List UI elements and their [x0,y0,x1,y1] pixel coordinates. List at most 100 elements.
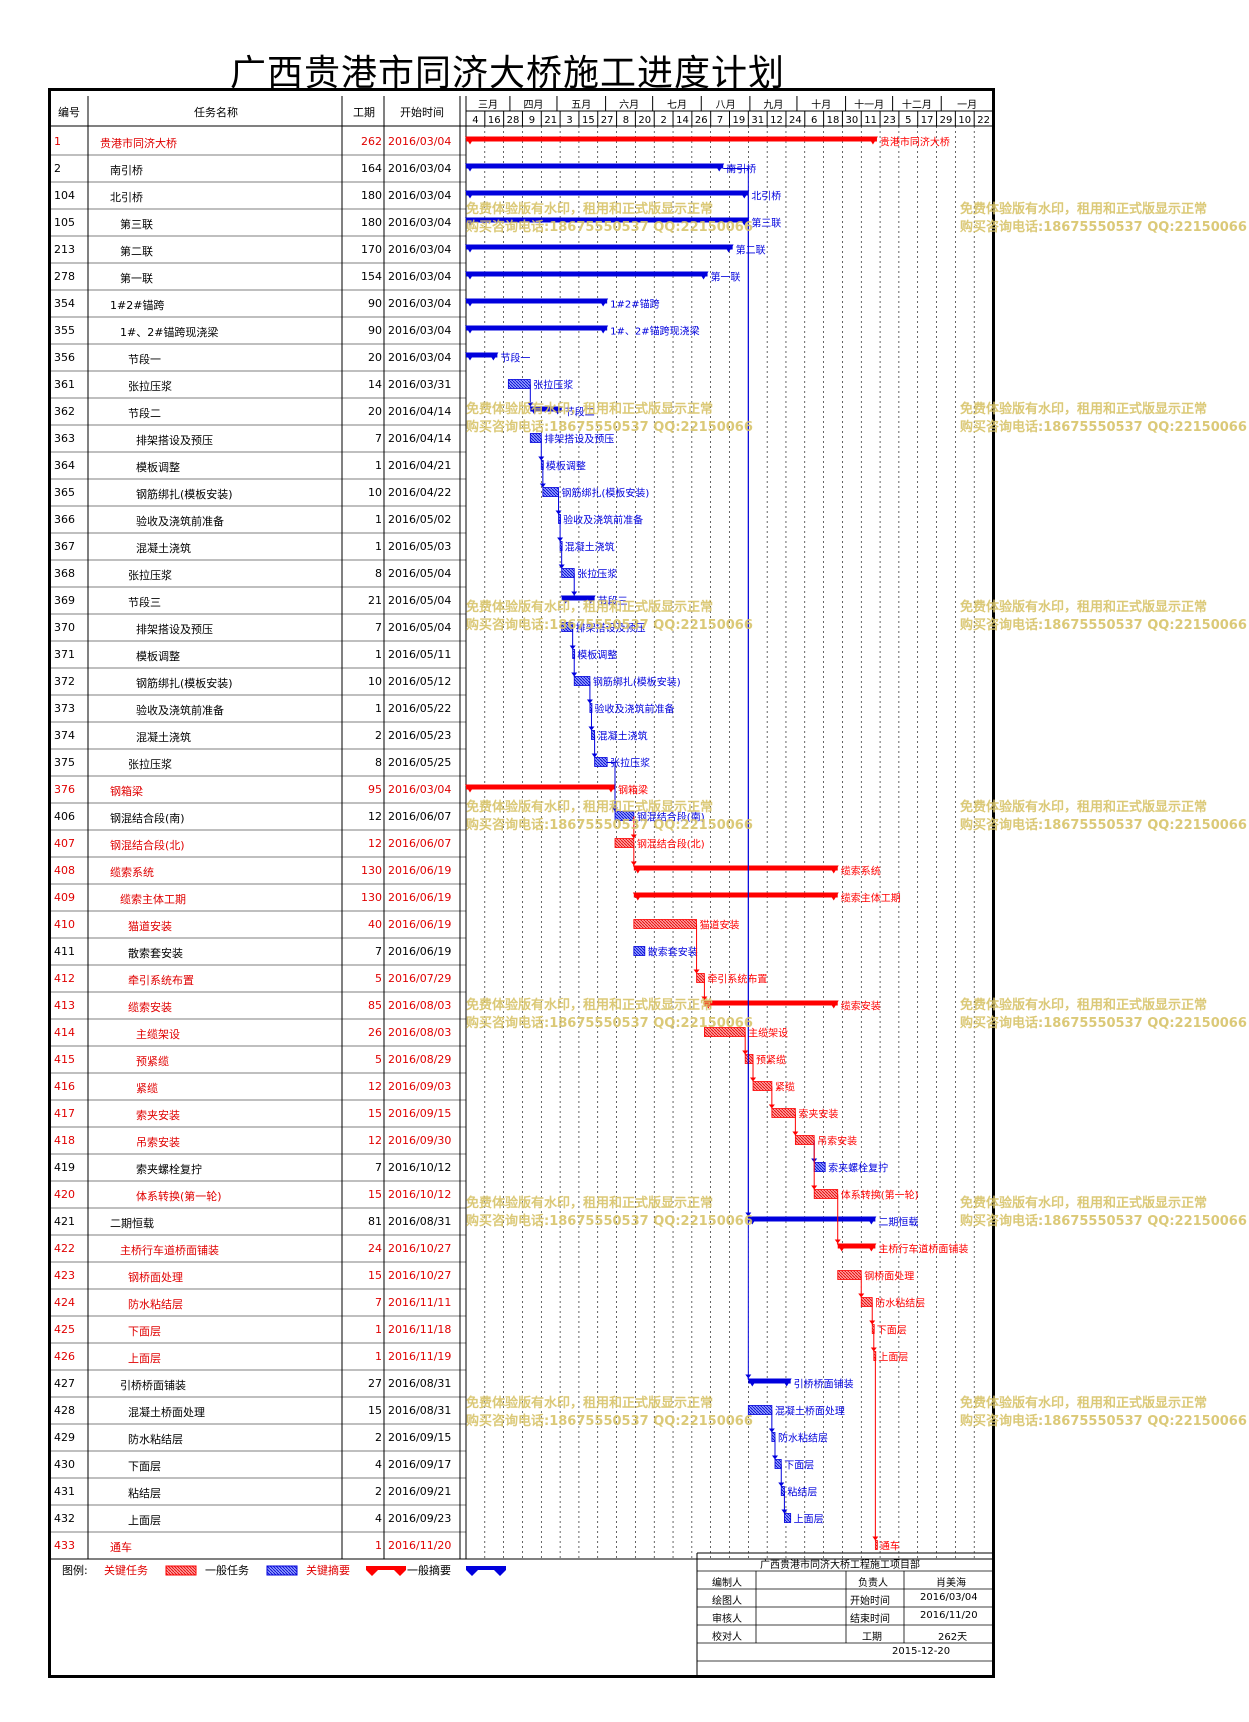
dependency-arrow [792,1131,799,1136]
task-start: 2016/04/22 [388,486,452,499]
task-name: 钢筋绑扎(模板安装) [136,488,233,501]
schedule-frame [48,88,995,1678]
day-label: 15 [582,115,595,126]
bar-label: 排架搭设及预压 [544,433,614,446]
task-start: 2016/04/14 [388,405,452,418]
info-end-label: 结束时间 [850,1614,890,1625]
task-id: 364 [54,459,75,472]
task-name: 散索套安装 [128,947,183,960]
bar-label: 排架搭设及预压 [576,622,646,635]
task-bar [771,1108,796,1118]
task-id: 427 [54,1377,75,1390]
summary-bar [466,190,749,196]
summary-bar [466,163,724,169]
task-start: 2016/05/03 [388,540,452,553]
info-dur: 262天 [938,1632,968,1643]
task-bar [747,1405,773,1415]
task-name: 上面层 [128,1352,161,1365]
watermark-text: 购买咨询电话:18675550537 QQ:22150066 [466,220,753,235]
summary-start-marker [703,1000,714,1009]
legend-swatch-normal-task [266,1565,298,1576]
task-duration: 164 [361,162,382,175]
summary-start-marker [747,1216,758,1225]
bar-label: 粘结层 [787,1486,817,1499]
task-start: 2016/05/04 [388,621,452,634]
task-name: 引桥桥面铺装 [120,1379,186,1392]
task-id: 433 [54,1539,75,1552]
task-duration: 26 [368,1026,382,1039]
task-bar [561,568,575,578]
task-name: 排架搭设及预压 [136,623,213,636]
bar-label: 张拉压浆 [577,568,617,581]
bar-label: 防水粘结层 [875,1297,925,1310]
task-duration: 40 [368,918,382,931]
task-bar [594,757,608,767]
task-bar [813,1162,826,1172]
watermark-text: 免费体验版有水印，租用和正式版显示正常 [960,402,1208,417]
bar-label: 节段三 [598,595,628,608]
task-start: 2016/05/02 [388,513,452,526]
summary-end-marker [723,244,734,253]
task-name: 验收及浇筑前准备 [136,515,224,528]
bar-label: 下面层 [877,1325,907,1337]
task-name: 下面层 [128,1325,161,1338]
dependency-link [607,762,616,812]
dependency-arrow [571,672,578,677]
summary-end-marker [598,298,609,307]
dependency-arrow [742,1050,749,1055]
legend-label: 图例: [62,1564,88,1577]
task-id: 1 [54,135,61,148]
day-label: 3 [566,115,572,126]
task-duration: 262 [361,135,382,148]
task-start: 2016/05/22 [388,702,452,715]
task-name: 牵引系统布置 [128,974,194,987]
summary-end-marker [598,325,609,334]
task-start: 2016/05/23 [388,729,452,742]
task-name: 钢桥面处理 [128,1271,183,1284]
summary-end-marker [714,163,725,172]
dependency-arrow [612,807,619,812]
task-name: 第一联 [120,272,153,285]
task-bar [860,1297,873,1307]
watermark-text: 免费体验版有水印，租用和正式版显示正常 [960,1196,1208,1211]
summary-end-marker [828,892,839,901]
legend-normal-task: 一般任务 [205,1564,249,1577]
day-label: 30 [845,115,858,126]
task-duration: 12 [368,1080,382,1093]
summary-end-marker [866,1243,877,1252]
task-id: 413 [54,999,75,1012]
task-duration: 130 [361,864,382,877]
bar-label: 混凝土桥面处理 [775,1405,845,1418]
task-bar [540,460,544,470]
legend-critical-task: 关键任务 [104,1564,148,1577]
summary-end-marker [781,1378,792,1387]
summary-bar [466,244,733,250]
bar-label: 第三联 [751,217,781,230]
bar-label: 体系转换(第一轮) [841,1189,919,1202]
task-start: 2016/05/11 [388,648,452,661]
summary-bar [530,406,562,412]
col-header-id: 编号 [58,106,80,119]
task-start: 2016/06/19 [388,918,452,931]
task-bar [837,1270,862,1280]
bar-label: 主缆架设 [748,1027,788,1040]
watermark-text: 购买咨询电话:18675550537 QQ:22150066 [466,818,753,833]
task-name: 防水粘结层 [128,1433,183,1446]
summary-bar [466,136,877,142]
task-duration: 90 [368,297,382,310]
task-duration: 15 [368,1269,382,1282]
task-start: 2016/10/12 [388,1188,452,1201]
dependency-arrow [872,1536,879,1541]
task-start: 2016/09/30 [388,1134,452,1147]
bar-label: 1#2#锚跨 [610,299,659,311]
day-label: 7 [717,115,723,126]
watermark-text: 免费体验版有水印，租用和正式版显示正常 [466,1196,714,1211]
dependency-arrow [768,1428,775,1433]
dependency-arrow [558,564,565,569]
summary-start-marker [529,406,540,415]
task-start: 2016/03/04 [388,243,452,256]
bar-label: 第一联 [711,271,741,284]
task-duration: 1 [375,648,382,661]
day-label: 29 [940,115,953,126]
task-start: 2016/09/03 [388,1080,452,1093]
